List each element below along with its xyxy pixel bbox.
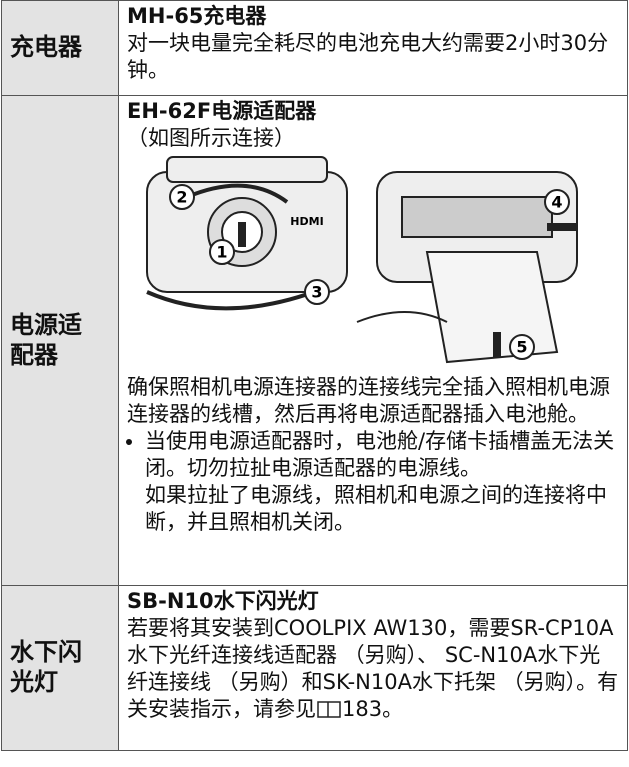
row-label: 水下闪光灯 [1, 585, 119, 751]
label-text: 电源适配器 [10, 310, 82, 369]
label-text: 充电器 [10, 33, 82, 61]
row-content: MH-65充电器 对一块电量完全耗尽的电池充电大约需要2小时30分钟。 [118, 0, 628, 96]
paragraph-text: 若要将其安装到COOLPIX AW130，需要SR-CP10A水下光纤连接线适配… [127, 616, 619, 721]
item-title: MH-65充电器 [127, 4, 267, 28]
port-label: HDMI [290, 215, 323, 228]
item-title: EH-62F电源适配器 [127, 99, 317, 123]
page-ref[interactable]: 183。 [342, 697, 404, 721]
row-label: 充电器 [1, 0, 119, 96]
callout: 5 [516, 338, 527, 357]
row: 充电器 MH-65充电器 对一块电量完全耗尽的电池充电大约需要2小时30分钟。 [1, 0, 628, 96]
bullet-continuation: 如果拉扯了电源线，照相机和电源之间的连接将中断，并且照相机关闭。 [145, 483, 607, 534]
paragraph: 确保照相机电源连接器的连接线完全插入照相机电源连接器的线槽，然后再将电源适配器插… [127, 375, 610, 426]
row-content: EH-62F电源适配器 （如图所示连接） [118, 95, 628, 586]
note: （如图所示连接） [127, 126, 295, 150]
bullet-list: 当使用电源适配器时，电池舱/存储卡插槽盖无法关闭。切勿拉扯电源适配器的电源线。 [127, 428, 619, 482]
item-title: SB-N10水下闪光灯 [127, 589, 319, 613]
paragraph: 若要将其安装到COOLPIX AW130，需要SR-CP10A水下光纤连接线适配… [127, 615, 619, 723]
callout: 1 [216, 243, 227, 262]
book-icon [317, 701, 341, 718]
callout: 4 [551, 193, 562, 212]
connection-illustration: 1 2 3 4 5 HDMI [146, 156, 578, 364]
paragraph: 对一块电量完全耗尽的电池充电大约需要2小时30分钟。 [127, 31, 609, 82]
bullet: 当使用电源适配器时，电池舱/存储卡插槽盖无法关闭。切勿拉扯电源适配器的电源线。 [145, 428, 619, 482]
label-text: 水下闪光灯 [10, 638, 82, 696]
row-label: 电源适配器 [1, 95, 119, 586]
row: 电源适配器 EH-62F电源适配器 （如图所示连接） [1, 95, 628, 586]
callout: 3 [311, 283, 322, 302]
row: 水下闪光灯 SB-N10水下闪光灯 若要将其安装到COOLPIX AW130，需… [1, 585, 628, 751]
callout: 2 [176, 188, 187, 207]
accessory-table: 充电器 MH-65充电器 对一块电量完全耗尽的电池充电大约需要2小时30分钟。 … [1, 0, 628, 751]
row-content: SB-N10水下闪光灯 若要将其安装到COOLPIX AW130，需要SR-CP… [118, 585, 628, 751]
